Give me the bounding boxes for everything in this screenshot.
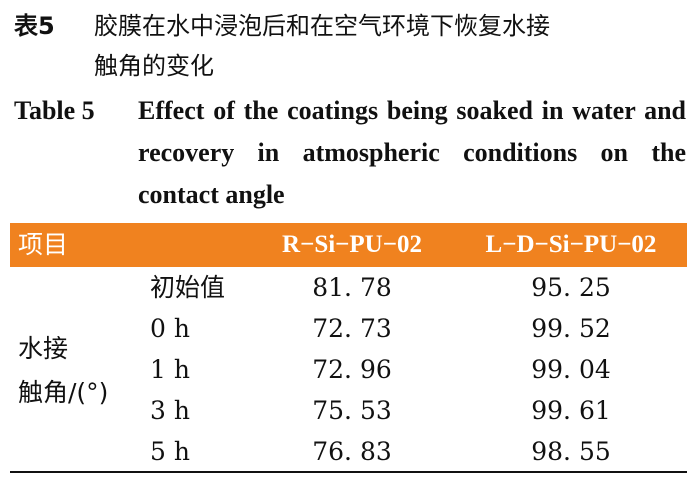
caption-english: Table 5 Effect of the coatings being soa… — [14, 90, 686, 216]
group-label-contact-angle: 水接 触角/(°) — [18, 327, 108, 415]
caption-cn-text-line1: 胶膜在水中浸泡后和在空气环境下恢复水接 — [94, 12, 550, 40]
row-label: 1 h — [150, 355, 190, 384]
row-value-l: 99. 52 — [531, 314, 611, 343]
row-value-r: 72. 96 — [312, 355, 392, 384]
row-value-r: 75. 53 — [312, 396, 392, 425]
header-l-d-si-pu-02: L−D−Si−PU−02 — [485, 231, 657, 258]
group-label-line2: 触角/(°) — [18, 378, 109, 407]
table-header-row: 项目 R−Si−PU−02 L−D−Si−PU−02 — [10, 223, 687, 267]
table-row: 初始值 81. 78 95. 25 — [10, 267, 687, 308]
contact-angle-table: 项目 R−Si−PU−02 L−D−Si−PU−02 水接 触角/(°) 初始值… — [10, 223, 687, 473]
row-value-r: 81. 78 — [312, 273, 392, 302]
row-value-l: 99. 04 — [531, 355, 611, 384]
table-row: 5 h 76. 83 98. 55 — [10, 431, 687, 472]
row-value-r: 76. 83 — [312, 437, 392, 466]
row-label: 3 h — [150, 396, 190, 425]
table-row: 0 h 72. 73 99. 52 — [10, 308, 687, 349]
row-value-r: 72. 73 — [312, 314, 392, 343]
table-row: 1 h 72. 96 99. 04 — [10, 349, 687, 390]
row-value-l: 99. 61 — [531, 396, 611, 425]
caption-cn-line1: 表5 胶膜在水中浸泡后和在空气环境下恢复水接 — [14, 6, 689, 46]
caption-en-text: Effect of the coatings being soaked in w… — [138, 96, 686, 209]
row-label: 5 h — [150, 437, 190, 466]
row-value-l: 95. 25 — [531, 273, 611, 302]
caption-chinese: 表5 胶膜在水中浸泡后和在空气环境下恢复水接 触角的变化 — [14, 6, 689, 86]
table-body: 水接 触角/(°) 初始值 81. 78 95. 25 0 h 72. 73 9… — [10, 267, 687, 473]
header-r-si-pu-02: R−Si−PU−02 — [282, 231, 422, 258]
row-label: 0 h — [150, 314, 190, 343]
caption-en-label: Table 5 — [14, 96, 95, 125]
row-value-l: 98. 55 — [531, 437, 611, 466]
caption-cn-label: 表5 — [14, 12, 55, 40]
row-label: 初始值 — [150, 273, 226, 302]
caption-cn-text-line2: 触角的变化 — [94, 52, 214, 80]
group-label-line1: 水接 — [18, 334, 69, 363]
header-item: 项目 — [18, 230, 69, 259]
table-bottom-rule — [10, 471, 687, 473]
table-row: 3 h 75. 53 99. 61 — [10, 390, 687, 431]
